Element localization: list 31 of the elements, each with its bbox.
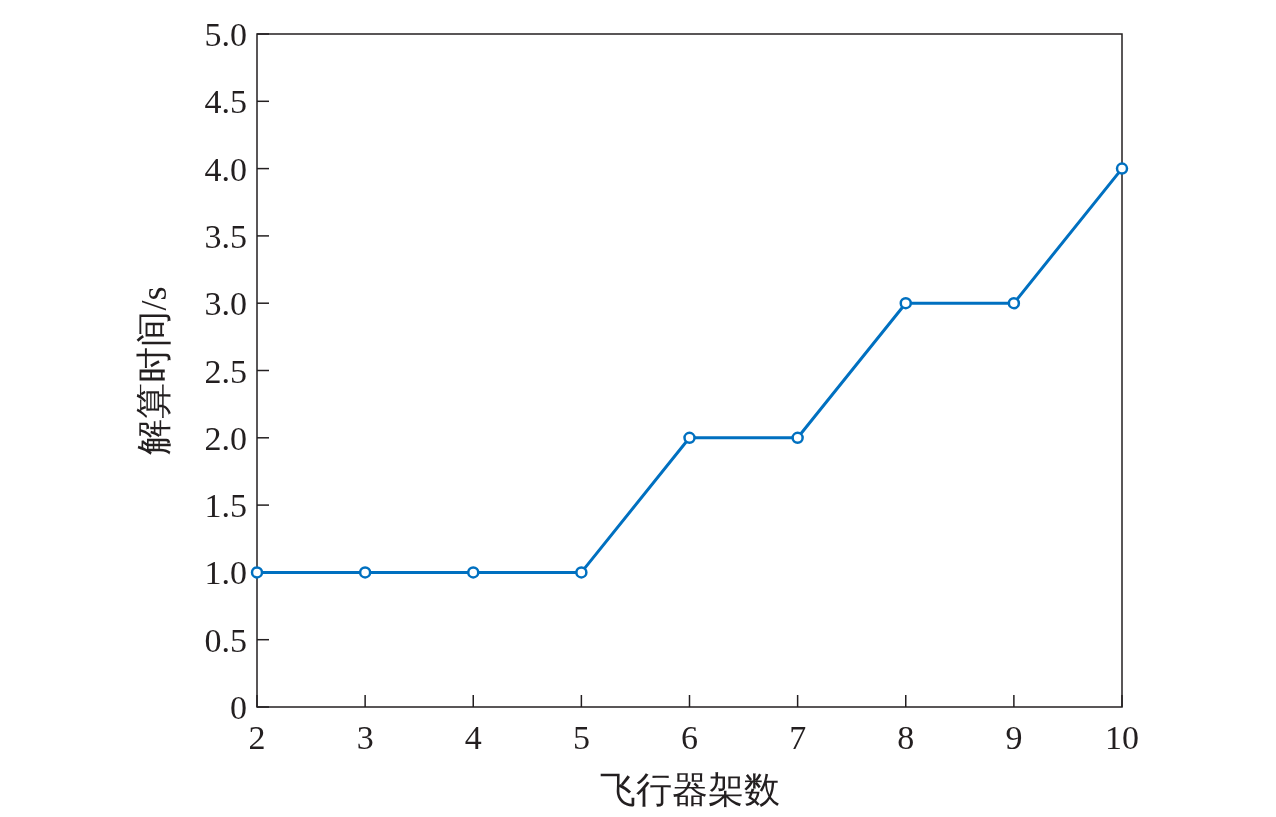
point (1007, 296, 1021, 310)
x-tick-label: 9 (1005, 719, 1023, 756)
y-tick-label: 0 (230, 689, 247, 726)
x-tick-label: 6 (681, 719, 698, 756)
point (899, 296, 912, 310)
x-tick-label: 5 (572, 719, 590, 756)
y-tick-label: 3.0 (204, 285, 247, 323)
y-tick-label: 2.5 (204, 352, 247, 390)
point (575, 566, 588, 579)
y-tick-label: 1.5 (204, 487, 247, 525)
y-tick-label: 3.5 (204, 217, 247, 255)
y-tick-label: 5.0 (204, 16, 247, 53)
y-tick-label: 0.5 (204, 621, 247, 659)
x-axis-title: 飞行器架数 (599, 770, 780, 810)
x-tick-label: 3 (356, 719, 374, 756)
x-tick-label: 2 (248, 719, 266, 756)
x-tick-label: 8 (897, 719, 915, 756)
point (250, 566, 264, 579)
y-tick-label: 2.0 (204, 419, 247, 457)
y-tick-label: 4.5 (204, 83, 247, 121)
x-tick-label: 4 (464, 719, 482, 756)
y-axis-title: 解算时间/s (134, 286, 174, 455)
x-tick-label: 10 (1105, 719, 1139, 756)
y-tick-label: 4.0 (204, 150, 247, 188)
point (791, 431, 804, 445)
x-tick-label: 7 (789, 719, 807, 756)
point (467, 566, 480, 579)
point (683, 431, 696, 445)
point (358, 566, 372, 579)
point (1115, 162, 1129, 175)
y-tick-label: 1.0 (204, 554, 247, 592)
